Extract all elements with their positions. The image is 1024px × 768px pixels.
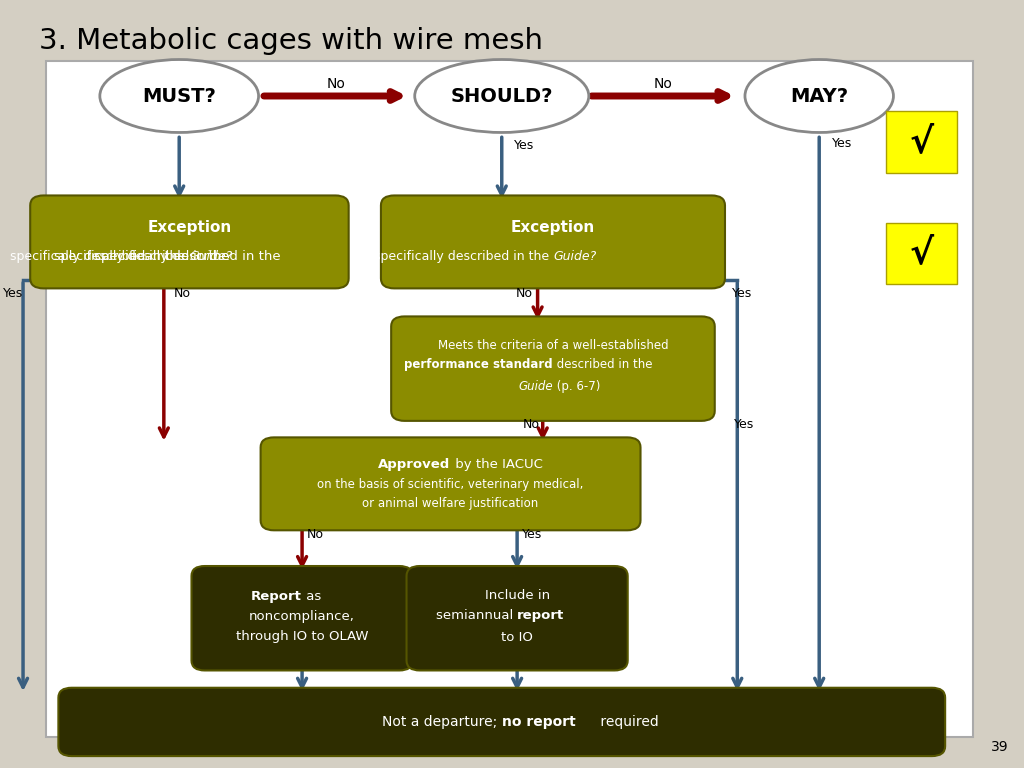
Text: No: No: [522, 419, 540, 431]
FancyBboxPatch shape: [46, 61, 973, 737]
Text: no report: no report: [502, 715, 575, 729]
Text: 3. Metabolic cages with wire mesh: 3. Metabolic cages with wire mesh: [39, 27, 543, 55]
FancyBboxPatch shape: [260, 438, 641, 530]
Text: MAY?: MAY?: [791, 87, 848, 105]
Text: through IO to OLAW: through IO to OLAW: [236, 631, 369, 643]
Text: √: √: [909, 125, 934, 159]
Text: MUST?: MUST?: [142, 87, 216, 105]
Ellipse shape: [415, 60, 589, 133]
Text: 39: 39: [991, 740, 1009, 754]
Text: No: No: [307, 528, 325, 541]
Text: specifically described in the: specifically described in the: [54, 250, 232, 263]
Text: Yes: Yes: [514, 140, 535, 152]
Text: Guide?: Guide?: [553, 250, 596, 263]
Text: (p. 6-7): (p. 6-7): [553, 380, 600, 392]
Text: Not a departure;: Not a departure;: [382, 715, 502, 729]
Text: Exception: Exception: [147, 220, 231, 235]
Text: Yes: Yes: [732, 287, 753, 300]
Text: √: √: [909, 237, 934, 270]
FancyBboxPatch shape: [381, 195, 725, 288]
FancyBboxPatch shape: [407, 566, 628, 670]
Text: No: No: [174, 287, 191, 300]
Text: specifically described in the: specifically described in the: [374, 250, 553, 263]
Text: No: No: [515, 287, 532, 300]
Text: Report: Report: [251, 591, 302, 603]
Text: No: No: [327, 78, 345, 91]
Text: Yes: Yes: [522, 528, 543, 541]
Text: described in the: described in the: [553, 359, 652, 371]
FancyBboxPatch shape: [391, 316, 715, 421]
Text: SHOULD?: SHOULD?: [451, 87, 553, 105]
Text: Guide?: Guide?: [189, 250, 232, 263]
Text: noncompliance,: noncompliance,: [249, 611, 355, 623]
Text: Meets the criteria of a well-established: Meets the criteria of a well-established: [437, 339, 669, 352]
Text: Yes: Yes: [734, 419, 755, 431]
FancyBboxPatch shape: [31, 195, 348, 288]
Text: to IO: to IO: [501, 631, 534, 644]
Text: semiannual: semiannual: [435, 610, 517, 622]
FancyBboxPatch shape: [886, 223, 957, 284]
Text: as: as: [302, 591, 322, 603]
Text: on the basis of scientific, veterinary medical,: on the basis of scientific, veterinary m…: [317, 478, 584, 491]
Text: Yes: Yes: [831, 137, 852, 150]
Text: Include in: Include in: [484, 589, 550, 601]
Text: Exception: Exception: [511, 220, 595, 235]
Text: by the IACUC: by the IACUC: [451, 458, 543, 471]
Text: Yes: Yes: [3, 287, 24, 300]
Ellipse shape: [745, 60, 893, 133]
Text: Approved: Approved: [378, 458, 451, 471]
Text: performance standard: performance standard: [404, 359, 553, 371]
Text: No: No: [654, 78, 673, 91]
Text: or animal welfare justification: or animal welfare justification: [362, 497, 539, 509]
FancyBboxPatch shape: [58, 688, 945, 756]
Text: required: required: [596, 715, 658, 729]
Text: report: report: [517, 610, 564, 622]
Text: specifically described in the: specifically described in the: [94, 250, 285, 263]
Ellipse shape: [99, 60, 258, 133]
Text: Guide: Guide: [518, 380, 553, 392]
Text: specifically described in the: specifically described in the: [10, 250, 189, 263]
FancyBboxPatch shape: [886, 111, 957, 173]
FancyBboxPatch shape: [191, 566, 413, 670]
